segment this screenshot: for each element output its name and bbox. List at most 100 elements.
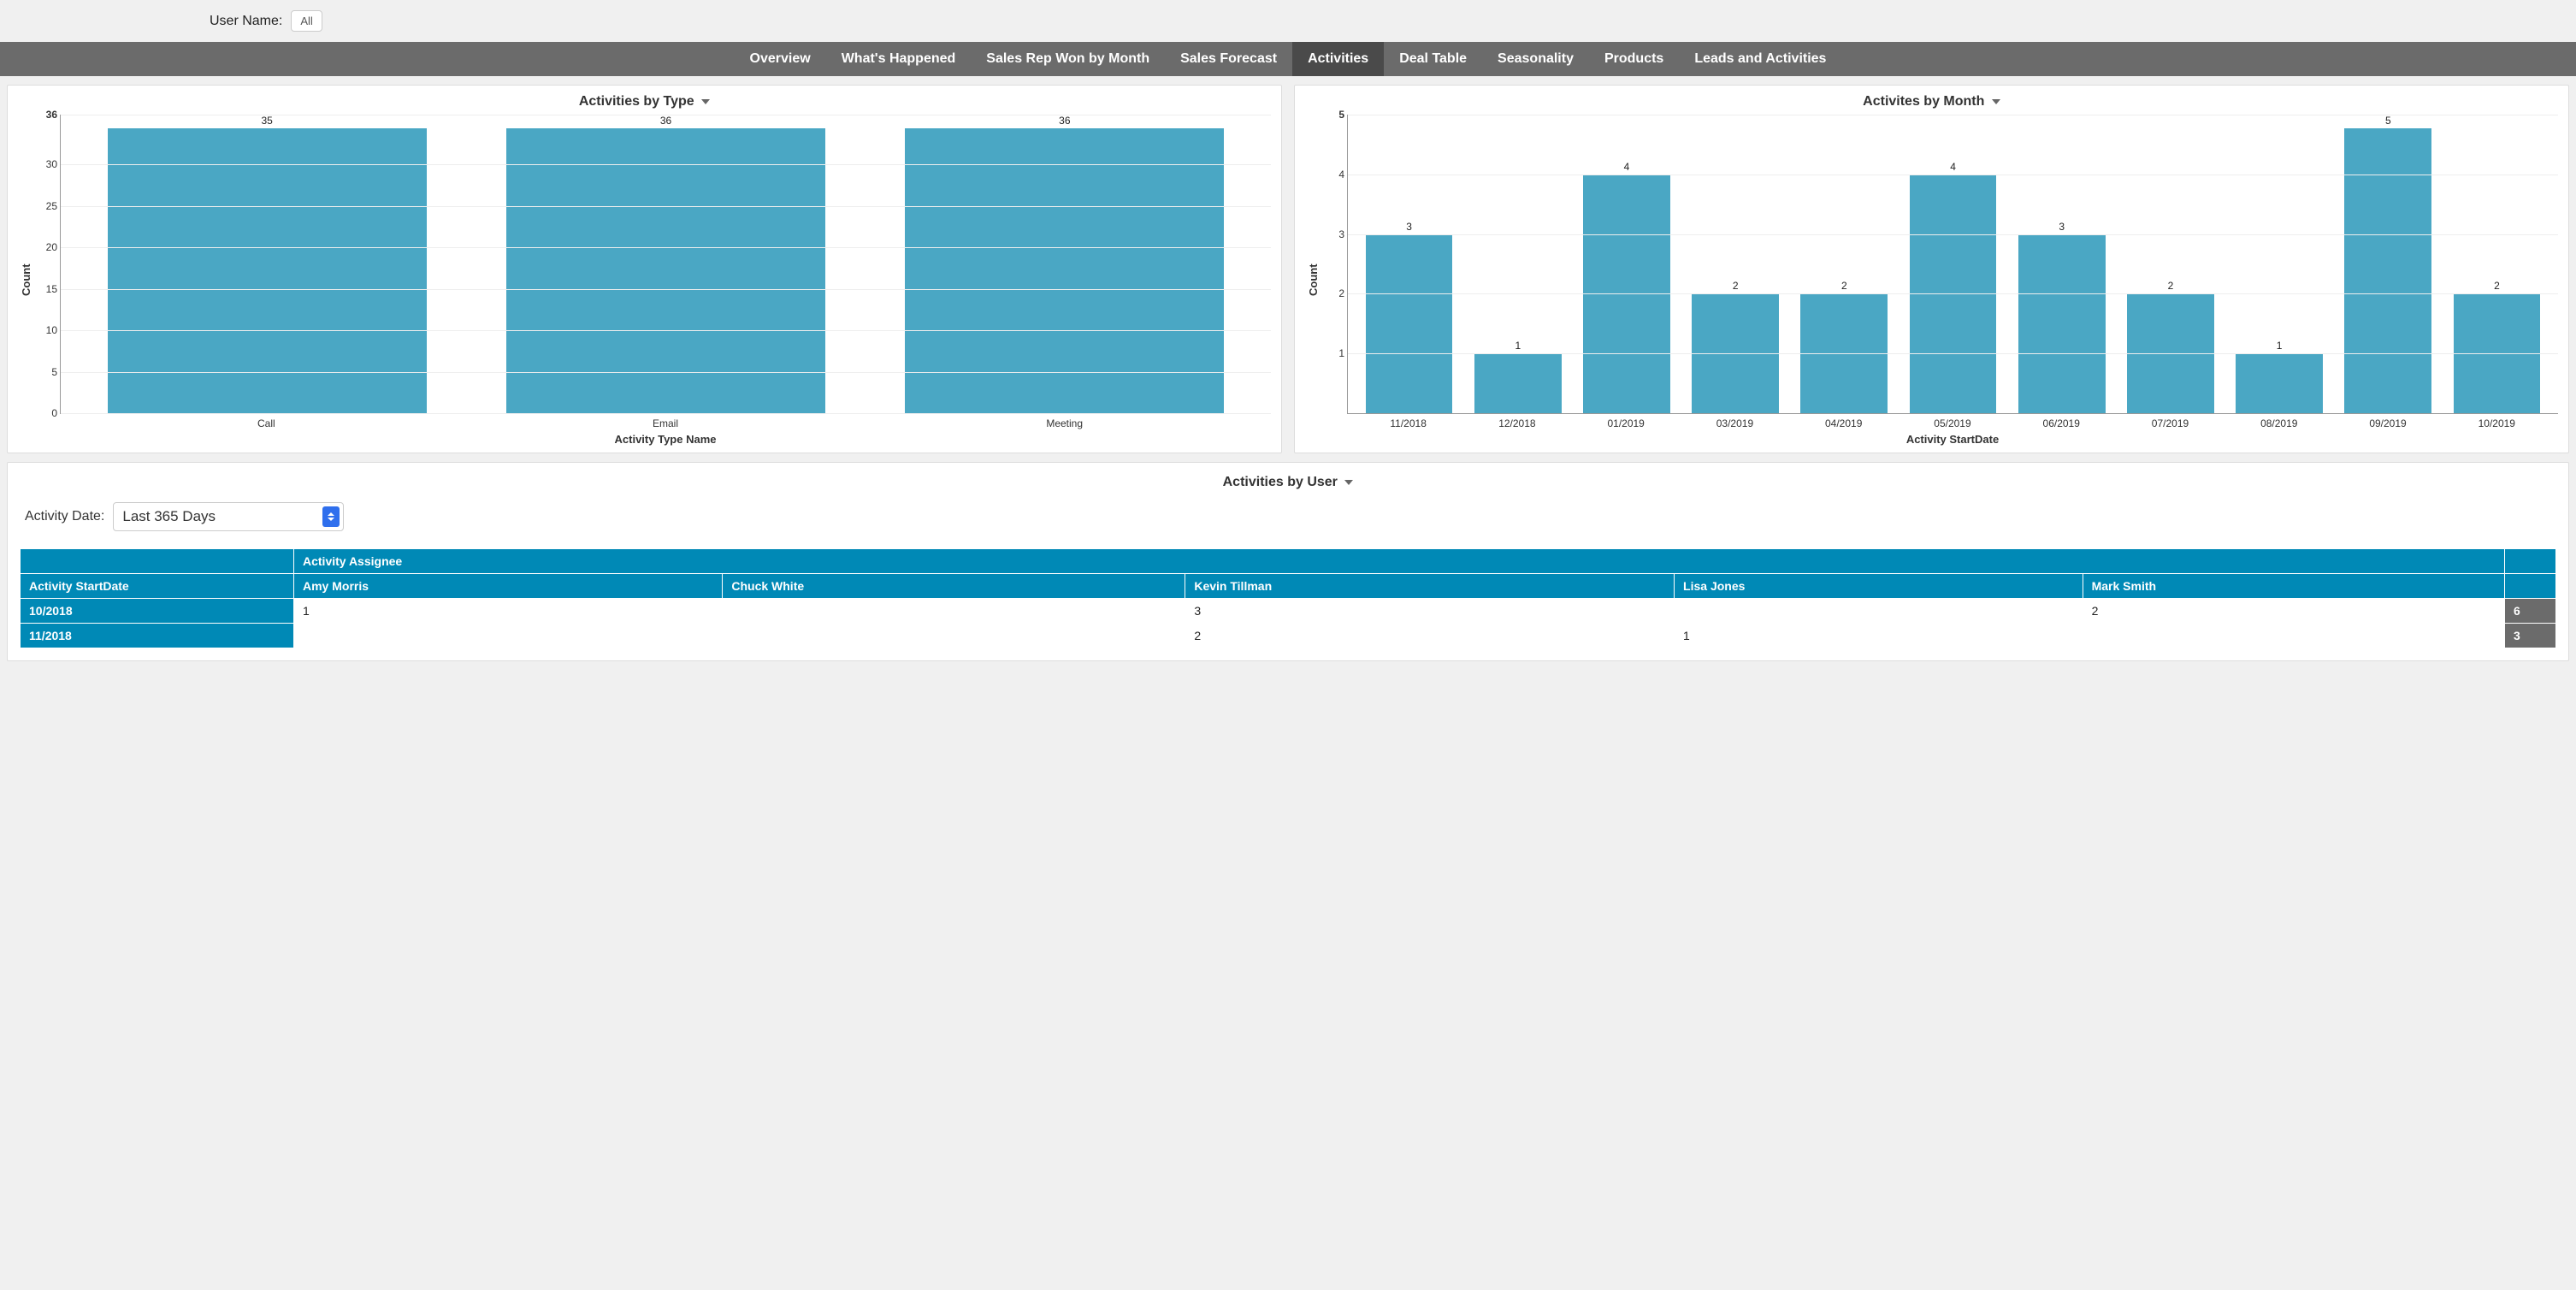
tab-what-s-happened[interactable]: What's Happened — [826, 42, 972, 76]
bar-value-label: 2 — [1841, 280, 1847, 292]
caret-down-icon — [701, 99, 710, 104]
tab-activities[interactable]: Activities — [1292, 42, 1384, 76]
bar-col: 2 — [1790, 115, 1899, 413]
table-cell[interactable] — [1675, 599, 2083, 624]
table-cell[interactable]: 3 — [1185, 599, 1675, 624]
chart-type-wrap: Count 05101520253036 353636 CallEmailMee… — [18, 115, 1271, 446]
y-tick: 5 — [51, 366, 57, 378]
chart-month-ylabel: Count — [1305, 115, 1321, 446]
bar[interactable] — [2236, 353, 2323, 413]
gridline — [61, 372, 1271, 373]
gridline — [61, 164, 1271, 165]
bar[interactable] — [905, 128, 1224, 413]
chart-month-wrap: Count 12345 31422432152 11/201812/201801… — [1305, 115, 2558, 446]
x-label: 05/2019 — [1898, 417, 2006, 429]
bar[interactable] — [506, 128, 825, 413]
chart-month-xlabels: 11/201812/201801/201903/201904/201905/20… — [1347, 414, 2558, 429]
bar[interactable] — [1474, 353, 1562, 413]
y-tick: 10 — [46, 324, 57, 336]
chart-month-plot: 12345 31422432152 — [1347, 115, 2558, 414]
activities-by-month-title[interactable]: Activites by Month — [1305, 94, 2558, 109]
x-label: 10/2019 — [2443, 417, 2551, 429]
bar-value-label: 4 — [1624, 161, 1630, 173]
bar-value-label: 1 — [2277, 340, 2283, 352]
activities-by-type-title-text: Activities by Type — [579, 94, 694, 109]
activities-by-user-title[interactable]: Activities by User — [20, 475, 2556, 490]
tab-overview[interactable]: Overview — [735, 42, 826, 76]
bar[interactable] — [108, 128, 427, 413]
bar-col: 36 — [866, 115, 1264, 413]
table-cell[interactable] — [723, 599, 1185, 624]
bar[interactable] — [2018, 234, 2106, 413]
gridline — [61, 206, 1271, 207]
y-tick: 3 — [1338, 228, 1344, 240]
bar-col: 4 — [1899, 115, 2007, 413]
bar-col: 35 — [68, 115, 466, 413]
x-label: Call — [67, 417, 466, 429]
bar-col: 3 — [1355, 115, 1463, 413]
x-label: 07/2019 — [2116, 417, 2224, 429]
table-column-header[interactable]: Kevin Tillman — [1185, 574, 1675, 599]
x-label: 01/2019 — [1572, 417, 1681, 429]
user-name-dropdown[interactable]: All — [291, 10, 322, 32]
y-tick: 25 — [46, 200, 57, 212]
charts-row: Activities by Type Count 05101520253036 … — [0, 76, 2576, 462]
table-row-header: Activity StartDate — [21, 574, 294, 599]
activity-date-select[interactable]: Last 365 Days — [113, 502, 344, 531]
table-corner — [21, 549, 294, 574]
x-label: 12/2018 — [1462, 417, 1571, 429]
y-tick: 4 — [1338, 169, 1344, 180]
tab-sales-forecast[interactable]: Sales Forecast — [1165, 42, 1292, 76]
activities-by-user-title-text: Activities by User — [1223, 475, 1338, 489]
chart-month-bars: 31422432152 — [1348, 115, 2558, 413]
bar-col: 2 — [1681, 115, 1790, 413]
tab-products[interactable]: Products — [1589, 42, 1679, 76]
tab-leads-and-activities[interactable]: Leads and Activities — [1679, 42, 1841, 76]
table-row-label[interactable]: 10/2018 — [21, 599, 294, 624]
tab-seasonality[interactable]: Seasonality — [1482, 42, 1589, 76]
table-cell[interactable] — [723, 624, 1185, 648]
y-tick: 0 — [51, 407, 57, 419]
table-cell[interactable]: 2 — [1185, 624, 1675, 648]
table-row-total: 3 — [2505, 624, 2556, 648]
x-label: 03/2019 — [1681, 417, 1789, 429]
bar[interactable] — [2344, 128, 2431, 413]
table-cell[interactable] — [294, 624, 723, 648]
bar[interactable] — [1366, 234, 1453, 413]
bar-value-label: 5 — [2385, 115, 2391, 127]
x-label: 08/2019 — [2224, 417, 2333, 429]
table-column-header[interactable]: Amy Morris — [294, 574, 723, 599]
y-tick: 5 — [1338, 109, 1344, 121]
bar-value-label: 35 — [261, 115, 272, 127]
table-cell[interactable]: 1 — [1675, 624, 2083, 648]
bar-col: 4 — [1572, 115, 1681, 413]
bar-col: 2 — [2443, 115, 2551, 413]
bar-col: 36 — [466, 115, 865, 413]
bar-value-label: 3 — [1406, 221, 1412, 233]
table-cell[interactable]: 2 — [2083, 599, 2504, 624]
tab-deal-table[interactable]: Deal Table — [1384, 42, 1482, 76]
bar-col: 5 — [2334, 115, 2443, 413]
y-tick: 20 — [46, 241, 57, 253]
bar-col: 3 — [2007, 115, 2116, 413]
table-column-header[interactable]: Chuck White — [723, 574, 1185, 599]
chart-type-body: 05101520253036 353636 CallEmailMeeting A… — [34, 115, 1271, 446]
activities-by-type-title[interactable]: Activities by Type — [18, 94, 1271, 109]
activity-date-value: Last 365 Days — [122, 508, 216, 524]
nav-tabs: OverviewWhat's HappenedSales Rep Won by … — [0, 42, 2576, 76]
chart-month-body: 12345 31422432152 11/201812/201801/20190… — [1321, 115, 2558, 446]
bar-value-label: 3 — [2059, 221, 2065, 233]
tab-sales-rep-won-by-month[interactable]: Sales Rep Won by Month — [971, 42, 1165, 76]
table-column-header[interactable]: Lisa Jones — [1675, 574, 2083, 599]
table-cell[interactable] — [2083, 624, 2504, 648]
table-total-header-blank — [2505, 549, 2556, 574]
table-group-header: Activity Assignee — [294, 549, 2505, 574]
table-row-label[interactable]: 11/2018 — [21, 624, 294, 648]
gridline — [61, 289, 1271, 290]
table-row: 11/2018 21 3 — [21, 624, 2556, 648]
chart-month-yticks: 12345 — [1320, 115, 1344, 413]
bar-col: 1 — [2225, 115, 2334, 413]
table-column-header[interactable]: Mark Smith — [2083, 574, 2504, 599]
table-cell[interactable]: 1 — [294, 599, 723, 624]
y-tick: 36 — [46, 109, 57, 121]
